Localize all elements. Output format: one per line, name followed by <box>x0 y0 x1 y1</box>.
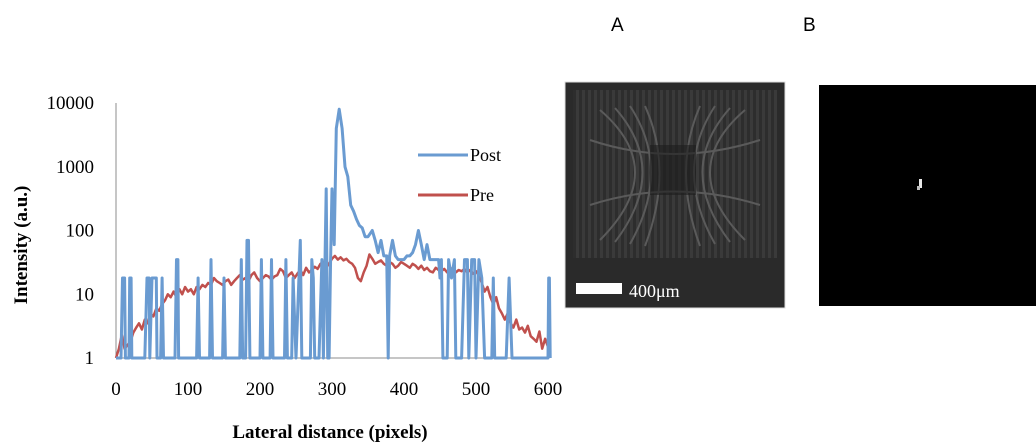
y-tick-label: 100 <box>66 221 95 242</box>
x-axis-title: Lateral distance (pixels) <box>232 422 427 443</box>
x-tick-label: 500 <box>462 379 491 400</box>
y-tick-label: 1 <box>85 348 95 369</box>
bright-spot <box>919 179 922 188</box>
panel-label-b: B <box>803 15 816 36</box>
y-ticks: 1 10 100 1000 10000 <box>47 93 95 369</box>
panel-label-a: A <box>611 15 624 36</box>
scale-bar-label: 400μm <box>629 281 680 301</box>
legend-label-post: Post <box>470 145 501 165</box>
x-tick-label: 200 <box>246 379 275 400</box>
x-tick-label: 400 <box>390 379 419 400</box>
series-layer <box>114 107 552 360</box>
x-tick-label: 0 <box>111 379 121 400</box>
x-tick-label: 100 <box>174 379 203 400</box>
legend-label-pre: Pre <box>470 185 494 205</box>
y-tick-label: 10000 <box>47 93 95 114</box>
intensity-line-chart: 1 10 100 1000 10000 0 100 200 300 400 500 600 Late… <box>11 93 562 443</box>
scale-bar <box>576 283 622 294</box>
x-ticks: 0 100 200 300 400 500 600 <box>111 379 562 400</box>
panel-a-image: 400μm <box>564 81 786 309</box>
y-tick-label: 10 <box>75 284 94 305</box>
panel-b-image <box>819 85 1036 306</box>
y-tick-label: 1000 <box>56 157 94 178</box>
legend: Post Pre <box>418 145 501 205</box>
x-tick-label: 600 <box>534 379 563 400</box>
y-axis-title: Intensity (a.u.) <box>11 186 32 305</box>
x-tick-label: 300 <box>318 379 347 400</box>
series-line-post <box>116 107 552 360</box>
